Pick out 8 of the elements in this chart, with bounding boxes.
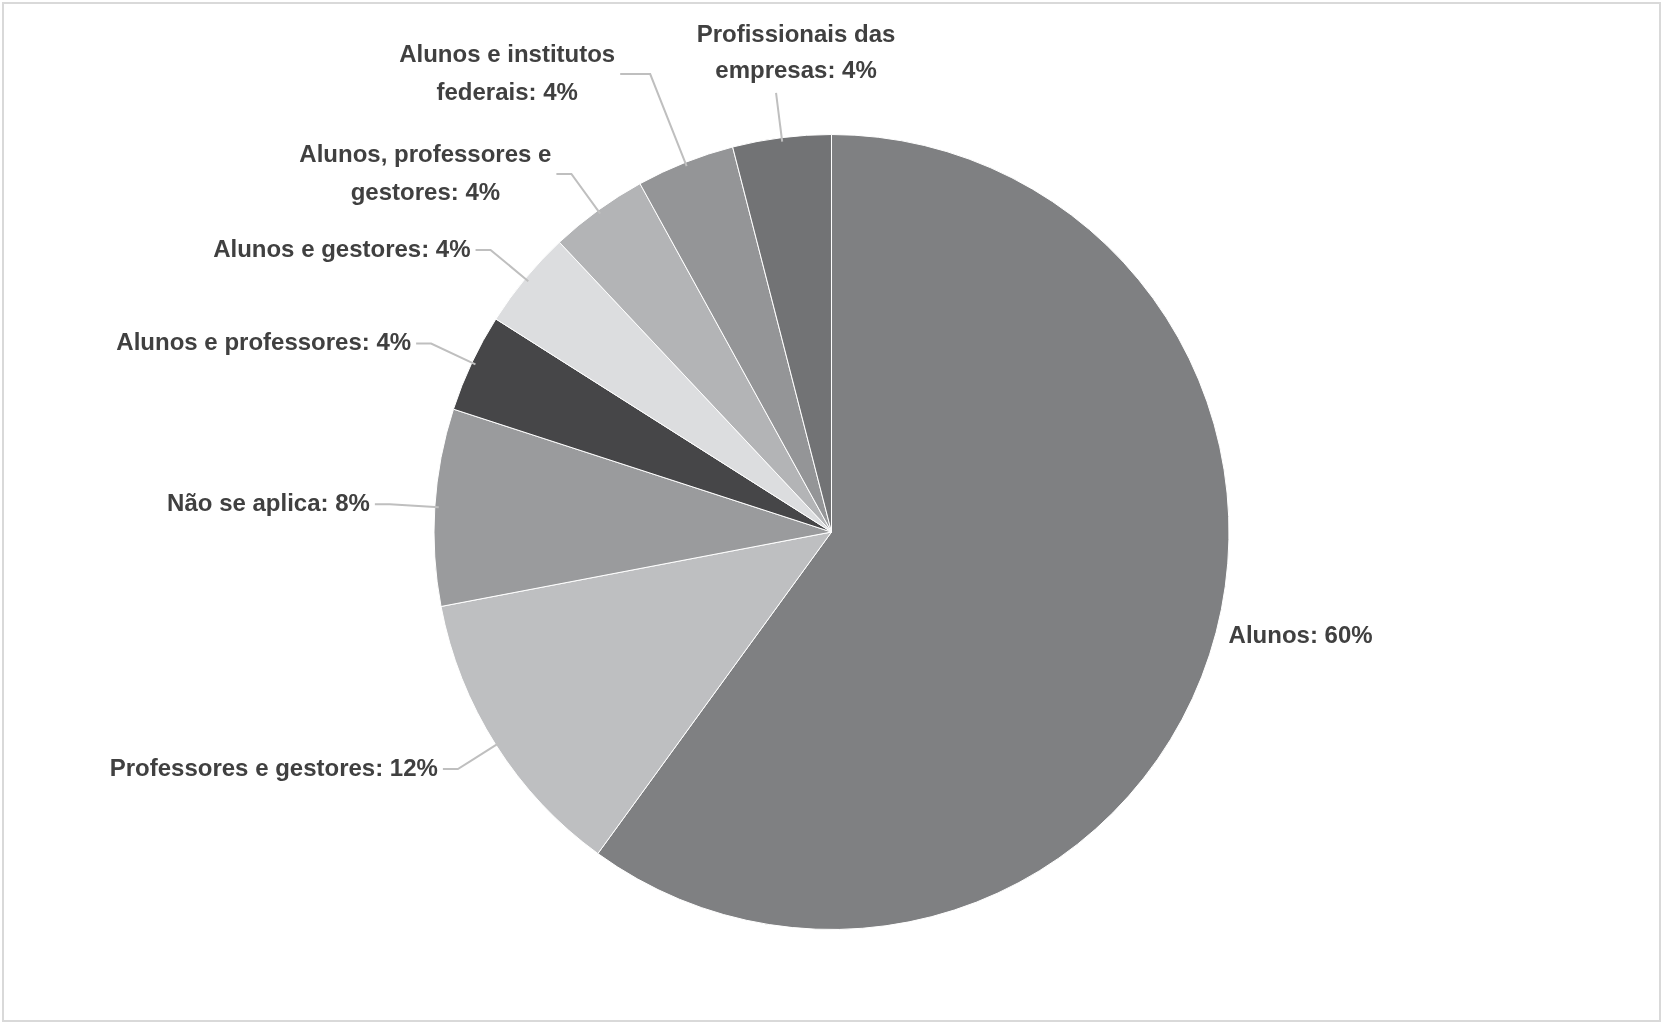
slice-label: Alunos: 60% — [1228, 621, 1373, 649]
slice-label: Alunos e professores: 4% — [116, 328, 412, 356]
slice-label: Não se aplica: 8% — [167, 488, 370, 516]
slice-label: Alunos, professores e gestores: 4% — [299, 139, 552, 205]
slice-label: Alunos e institutos federais: 4% — [399, 39, 616, 105]
slice-label: Profissionais das empresas: 4% — [696, 19, 896, 83]
slice-label: Alunos e gestores: 4% — [213, 234, 471, 262]
slice-label: Professores e gestores: 12% — [109, 753, 438, 781]
